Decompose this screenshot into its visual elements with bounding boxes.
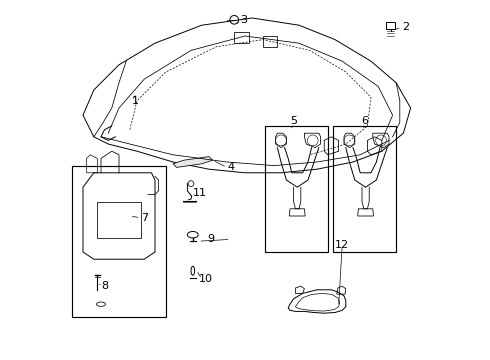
Text: 11: 11 [193, 188, 207, 198]
Text: 7: 7 [141, 213, 148, 223]
Text: 6: 6 [361, 116, 368, 126]
Bar [333, 126, 396, 252]
Bar [72, 166, 166, 317]
Text: 12: 12 [335, 240, 349, 250]
Text: 10: 10 [198, 274, 212, 284]
Text: 4: 4 [227, 162, 234, 172]
Bar [265, 126, 328, 252]
Text: 1: 1 [132, 96, 139, 106]
Bar [98, 202, 141, 238]
Text: 9: 9 [207, 234, 214, 244]
Text: 3: 3 [240, 15, 246, 25]
Text: 5: 5 [290, 116, 297, 126]
Polygon shape [173, 157, 213, 167]
Text: 8: 8 [101, 281, 108, 291]
Text: 2: 2 [402, 22, 409, 32]
